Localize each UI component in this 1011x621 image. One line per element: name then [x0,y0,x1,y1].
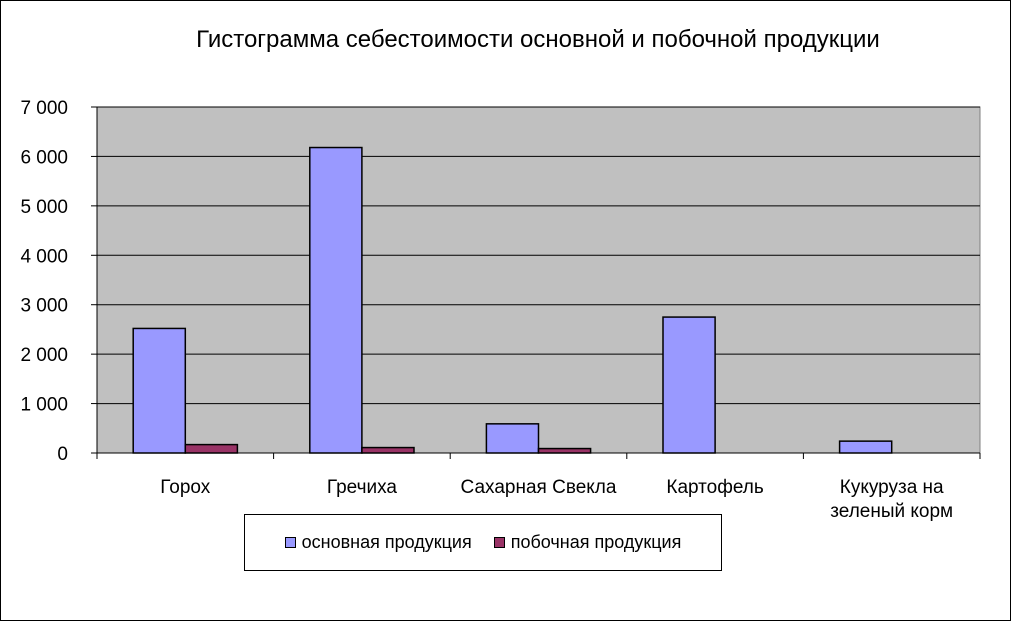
legend-item-main: основная продукция [284,532,472,553]
y-tick-label: 2 000 [20,345,68,366]
x-tick-label: Горох [160,477,211,498]
bar-byproduct [537,447,592,454]
legend-swatch-byproduct [493,537,505,548]
y-tick-label: 3 000 [20,296,68,317]
x-tick-label: Сахарная Свекла [461,477,617,498]
x-tick-label: Гречиха [327,477,398,498]
bar-main [662,316,716,454]
bar-main [309,146,363,454]
y-tick-label: 5 000 [20,197,68,218]
legend-swatch-main [284,537,296,548]
bar-main [485,423,540,454]
legend-item-byproduct: побочная продукция [493,532,682,553]
plot-area [96,106,981,454]
bar-main [132,327,187,454]
bar-byproduct [361,446,415,454]
y-tick-label: 0 [57,444,68,465]
bar-byproduct [184,443,239,454]
legend-label-byproduct: побочная продукция [510,532,682,552]
bar-main [838,440,893,454]
legend: основная продукция побочная продукция [244,514,722,571]
x-tick-label: Кукуруза на зеленый корм [830,477,953,522]
x-tick-label: Картофель [666,477,763,498]
y-tick-label: 7 000 [20,98,68,119]
y-tick-label: 4 000 [20,246,68,267]
y-tick-label: 1 000 [20,395,68,416]
chart-title: Гистограмма себестоимости основной и поб… [196,26,880,53]
legend-label-main: основная продукция [301,532,472,552]
y-tick-label: 6 000 [20,147,68,168]
